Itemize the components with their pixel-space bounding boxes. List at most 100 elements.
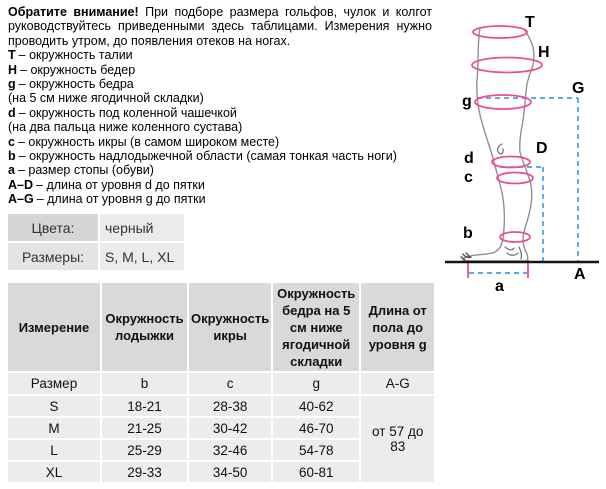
definition-line-a: a – размер стопы (обуви) [8, 163, 432, 177]
label-T: T [525, 14, 535, 31]
leg-back-contour [519, 28, 535, 262]
cell-XL-b: 29-33 [102, 462, 187, 482]
measurement-definitions: T – окружность талии H – окружность бедер … [8, 48, 432, 206]
header-measurement: Измерение [8, 283, 100, 371]
definition-line-H: H – окружность бедер [8, 63, 432, 77]
cell-S-c: 28-38 [189, 396, 272, 416]
definition-line-g-note: (на 5 см ниже ягодичной складки) [8, 91, 432, 105]
ankle-detail-squiggle [504, 246, 522, 260]
definition-desc: – окружность бедра [18, 77, 134, 92]
cell-M-b: 21-25 [102, 418, 187, 438]
definition-line-T: T – окружность талии [8, 48, 432, 62]
definition-desc: – длина от уровня d до пятки [36, 177, 205, 192]
cell-M-g: 46-70 [273, 418, 360, 438]
cell-size-XL: XL [8, 462, 100, 482]
definition-line-g: g – окружность бедра [8, 77, 432, 91]
table-row-S: S 18-21 28-38 40-62 от 57 до 83 [8, 396, 435, 482]
cell-merged-ag-range: от 57 до 83 [361, 396, 435, 482]
waist-ellipse-T [472, 25, 528, 39]
label-d: d [464, 150, 474, 167]
intro-lead: Обратите внимание! [8, 5, 139, 19]
attr-value-sizes: S, M, L, XL [100, 243, 184, 270]
label-D: D [536, 140, 548, 157]
hip-ellipse-H [471, 56, 543, 74]
cell-L-g: 54-78 [273, 440, 360, 460]
definition-desc: – окружность надлодыжечной области (сама… [18, 149, 397, 164]
attr-value-colors: черный [100, 214, 184, 241]
definition-line-d-note: (на два пальца ниже коленного сустава) [8, 120, 432, 134]
definition-term: a [8, 163, 15, 178]
toes-detail [460, 252, 472, 261]
table-row-M: M 21-25 30-42 46-70 [8, 418, 434, 438]
ankle-ellipse-b [499, 231, 531, 243]
definition-term: b [8, 149, 16, 164]
cell-L-c: 32-46 [189, 440, 272, 460]
label-g: g [462, 93, 472, 110]
label-G: G [572, 80, 584, 97]
attr-row-sizes: Размеры: S, M, L, XL [8, 243, 184, 270]
definition-desc: (на 5 см ниже ягодичной складки) [8, 91, 204, 106]
definition-term: c [8, 134, 15, 149]
subheader-ag: A-G [361, 373, 435, 394]
attr-label-sizes: Размеры: [8, 243, 98, 270]
intro-text-block: Обратите внимание! При подборе размера г… [8, 5, 432, 207]
intro-body: При подборе размера гольфов, чулок и кол… [8, 5, 433, 48]
subheader-b: b [102, 373, 187, 394]
diagram-labels: T H G g d D c b a A [462, 14, 586, 295]
cell-S-b: 18-21 [102, 396, 187, 416]
cell-XL-c: 34-50 [189, 462, 272, 482]
knee-detail-squiggle [496, 143, 504, 155]
measurement-ellipses [467, 25, 543, 278]
subheader-g: g [273, 373, 360, 394]
label-H: H [538, 44, 550, 61]
attr-row-colors: Цвета: черный [8, 214, 184, 241]
thigh-ellipse-g [474, 94, 532, 110]
cell-size-M: M [8, 418, 100, 438]
definition-desc: (на два пальца ниже коленного сустава) [8, 120, 243, 135]
header-floor-to-g-length: Длина от пола до уровня g [361, 283, 435, 371]
definition-desc: – окружность икры (в самом широком месте… [17, 134, 280, 149]
header-calf-circumference: Окружность икры [189, 283, 272, 371]
cell-XL-g: 60-81 [273, 462, 360, 482]
definition-term: A–G [8, 192, 34, 207]
size-chart-table: Измерение Окружность лодыжки Окружность … [6, 281, 436, 484]
cell-size-S: S [8, 396, 100, 416]
size-table-subheader-row: Размер b c g A-G [8, 373, 435, 394]
subheader-c: c [189, 373, 272, 394]
label-a: a [495, 278, 504, 295]
header-ankle-circumference: Окружность лодыжки [102, 283, 187, 371]
calf-ellipse-c [496, 171, 534, 185]
definition-term: A–D [8, 177, 34, 192]
header-thigh-circumference: Окружность бедра на 5 см ниже ягодичной … [273, 283, 360, 371]
definition-desc: – длина от уровня g до пятки [36, 192, 206, 207]
definition-term: d [8, 105, 16, 120]
attr-label-colors: Цвета: [8, 214, 98, 241]
definition-line-AG: A–G – длина от уровня g до пятки [8, 192, 432, 206]
cell-S-g: 40-62 [273, 396, 360, 416]
definition-line-d: d – окружность под коленной чашечкой [8, 106, 432, 120]
below-knee-ellipse-d [491, 155, 531, 169]
definition-desc: – окружность под коленной чашечкой [18, 105, 237, 120]
cell-size-L: L [8, 440, 100, 460]
label-c: c [464, 169, 473, 186]
definition-line-b: b – окружность надлодыжечной области (сам… [8, 149, 432, 163]
leg-measurement-diagram: T H G g d D c b a A [445, 14, 599, 295]
definition-desc: – окружность бедер [20, 62, 136, 77]
definition-term: g [8, 77, 16, 92]
definition-line-c: c – окружность икры (в самом широком мест… [8, 135, 432, 149]
definition-desc: – окружность талии [18, 48, 133, 63]
label-A: A [574, 266, 586, 283]
label-b: b [463, 225, 473, 242]
leg-front-contour [462, 27, 506, 261]
cell-M-c: 30-42 [189, 418, 272, 438]
intro-paragraph: Обратите внимание! При подборе размера г… [8, 5, 432, 48]
product-attributes-table: Цвета: черный Размеры: S, M, L, XL [6, 212, 186, 272]
table-row-L: L 25-29 32-46 54-78 [8, 440, 434, 460]
definition-line-AD: A–D – длина от уровня d до пятки [8, 178, 432, 192]
cell-L-b: 25-29 [102, 440, 187, 460]
definition-term: H [8, 62, 18, 77]
subheader-size: Размер [8, 373, 100, 394]
table-row-XL: XL 29-33 34-50 60-81 [8, 462, 434, 482]
definition-desc: – размер стопы (обуви) [17, 163, 154, 178]
definition-term: T [8, 48, 16, 63]
